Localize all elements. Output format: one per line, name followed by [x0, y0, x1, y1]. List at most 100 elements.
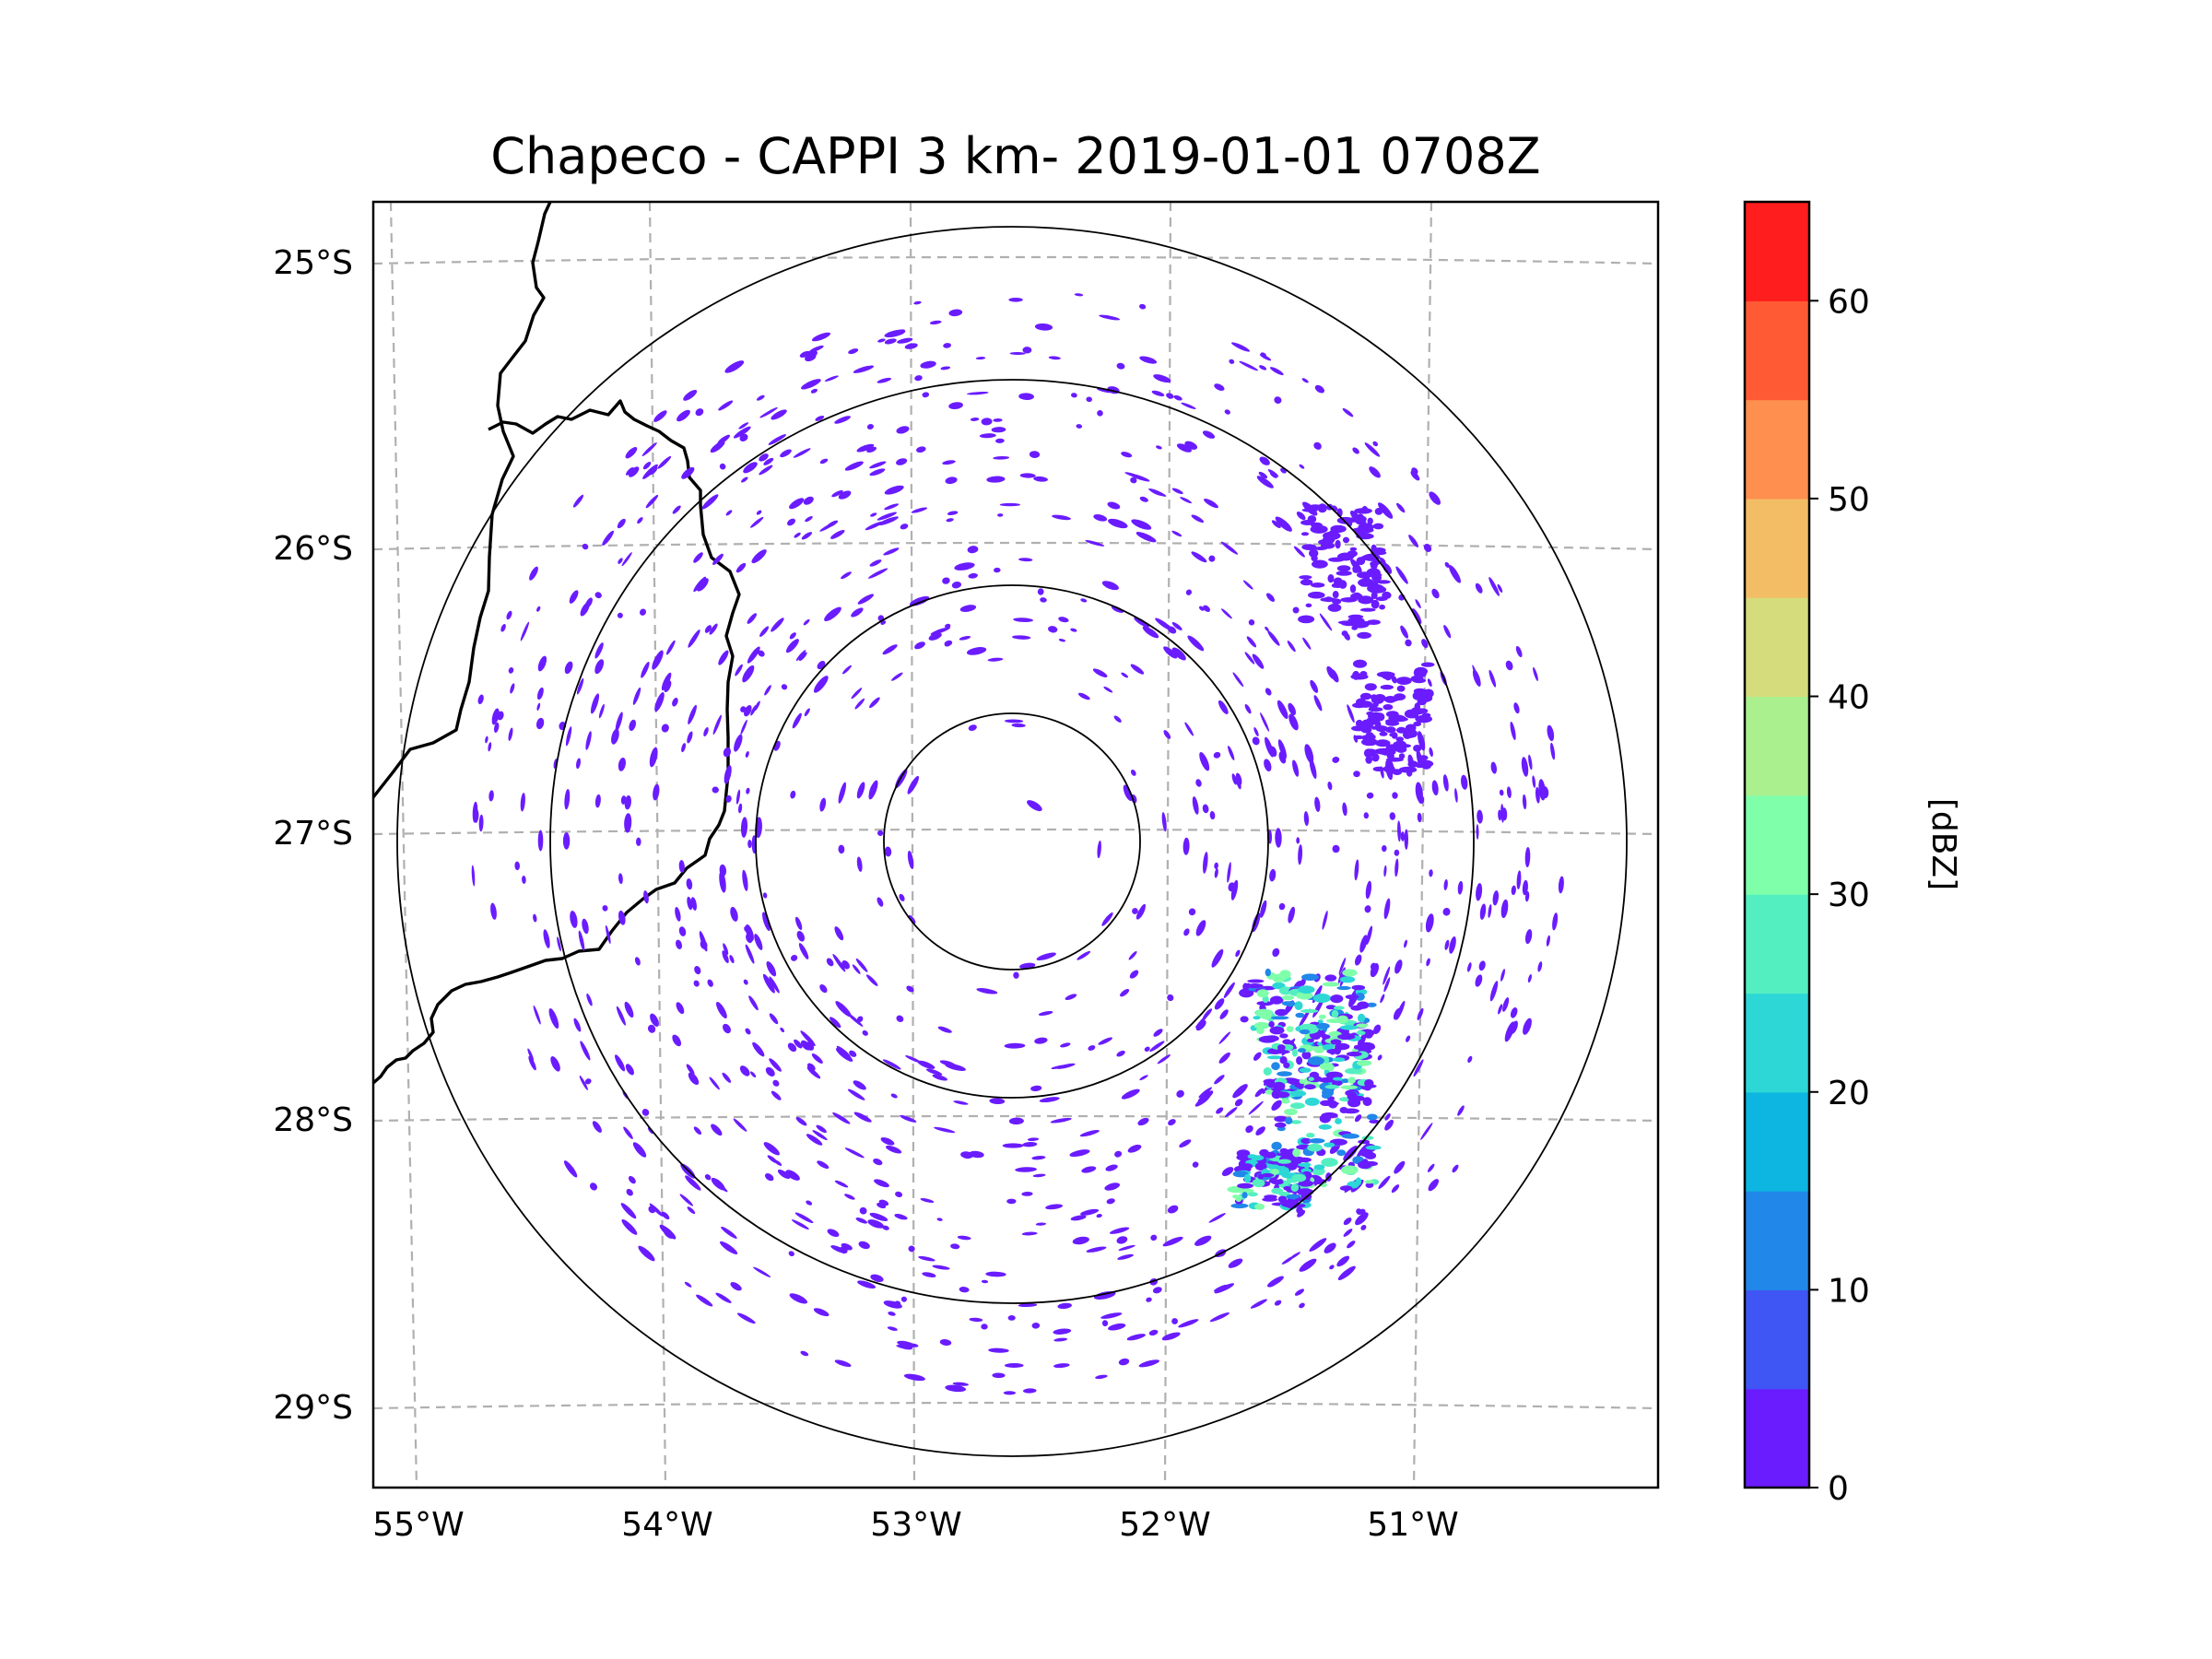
- echo-mark: [1194, 1235, 1212, 1246]
- echo-mark: [579, 1075, 588, 1090]
- echo-mark: [878, 1199, 889, 1206]
- echo-mark: [1492, 890, 1500, 906]
- echo-mark: [857, 594, 874, 605]
- echo-mark: [1053, 1328, 1072, 1335]
- echo-mark: [716, 1002, 727, 1018]
- echo-mark: [1312, 1044, 1325, 1053]
- echo-mark: [834, 926, 844, 941]
- echo-mark: [1499, 789, 1504, 796]
- echo-mark: [1227, 1186, 1244, 1194]
- echo-mark: [1365, 1182, 1374, 1188]
- echo-mark: [1332, 598, 1342, 605]
- echo-mark: [1211, 948, 1224, 968]
- echo-mark: [789, 632, 796, 640]
- echo-mark: [1033, 476, 1048, 482]
- echo-mark: [817, 1160, 830, 1170]
- echo-mark: [1072, 1236, 1089, 1245]
- echo-mark: [1254, 1203, 1265, 1210]
- echo-mark: [1516, 870, 1522, 889]
- echo-mark: [1274, 1122, 1287, 1128]
- echo-mark: [945, 623, 951, 629]
- echo-mark: [1269, 995, 1284, 1005]
- echo-mark: [1221, 1167, 1234, 1177]
- echo-mark: [576, 758, 581, 770]
- echo-mark: [625, 447, 638, 459]
- echo-mark: [1299, 1008, 1311, 1028]
- echo-mark: [1271, 1062, 1280, 1071]
- gridline-lon-52w: [1163, 202, 1172, 1488]
- echo-mark: [753, 1266, 771, 1277]
- echo-mark: [1271, 1187, 1284, 1194]
- echo-mark: [617, 518, 626, 529]
- echo-mark: [1235, 775, 1241, 790]
- echo-mark: [880, 1136, 895, 1146]
- echo-mark: [899, 893, 905, 901]
- echo-mark: [1361, 737, 1378, 747]
- echo-mark: [915, 446, 926, 453]
- echo-mark: [605, 924, 611, 945]
- echo-mark: [1321, 1034, 1331, 1040]
- echo-mark: [678, 926, 687, 936]
- gridline-lon-53w: [909, 202, 916, 1488]
- echo-mark: [550, 1056, 560, 1072]
- echo-mark: [1241, 1163, 1253, 1170]
- echo-mark: [852, 964, 861, 974]
- echo-mark: [1107, 501, 1121, 510]
- echo-mark: [1287, 641, 1296, 653]
- echo-mark: [695, 408, 704, 417]
- echo-mark: [688, 1072, 700, 1086]
- echo-mark: [537, 655, 547, 672]
- echo-mark: [735, 664, 743, 677]
- echo-mark: [1015, 1167, 1037, 1172]
- echo-mark: [688, 704, 697, 725]
- echo-mark: [1267, 469, 1279, 477]
- echo-mark: [811, 1053, 823, 1065]
- echo-mark: [1426, 958, 1430, 967]
- echo-mark: [740, 817, 748, 838]
- echo-mark: [738, 422, 749, 429]
- echo-mark: [1363, 748, 1373, 758]
- echo-mark: [1404, 709, 1419, 719]
- echo-mark: [625, 1064, 634, 1076]
- echo-mark: [1023, 1388, 1037, 1394]
- echo-mark: [594, 592, 602, 599]
- echo-mark: [900, 1114, 917, 1123]
- echo-mark: [1271, 1100, 1282, 1111]
- echo-mark: [703, 726, 709, 737]
- echo-mark: [1309, 758, 1317, 779]
- echo-mark: [1294, 1001, 1303, 1010]
- echo-mark: [1239, 360, 1259, 371]
- echo-mark: [1371, 592, 1378, 599]
- echo-mark: [1007, 1315, 1016, 1321]
- echo-mark: [1476, 824, 1479, 840]
- echo-mark: [1335, 539, 1341, 549]
- echo-mark: [966, 391, 989, 395]
- echo-mark: [1021, 1191, 1033, 1196]
- echo-mark: [1366, 619, 1381, 625]
- echo-mark: [1268, 1020, 1275, 1028]
- echo-mark: [1181, 402, 1196, 409]
- echo-mark: [697, 578, 709, 592]
- echo-mark: [1395, 736, 1405, 742]
- echo-mark: [543, 929, 550, 948]
- echo-mark: [1336, 565, 1351, 572]
- echo-mark: [745, 944, 755, 964]
- echo-mark: [1003, 1391, 1017, 1395]
- echo-mark: [710, 441, 725, 453]
- echo-mark: [565, 726, 572, 747]
- echo-mark: [925, 1068, 943, 1076]
- echo-mark: [1337, 1265, 1356, 1280]
- echo-mark: [895, 1191, 903, 1198]
- echo-mark: [1008, 1117, 1024, 1125]
- echo-mark: [1427, 1163, 1435, 1172]
- echo-mark: [883, 547, 900, 556]
- echo-mark: [907, 851, 914, 869]
- echo-mark: [1244, 652, 1255, 665]
- echo-mark: [1051, 1065, 1067, 1069]
- echo-mark: [472, 801, 478, 823]
- echo-mark: [951, 582, 962, 589]
- echo-mark: [884, 846, 892, 857]
- echo-mark: [790, 790, 796, 799]
- echo-mark: [1395, 677, 1412, 685]
